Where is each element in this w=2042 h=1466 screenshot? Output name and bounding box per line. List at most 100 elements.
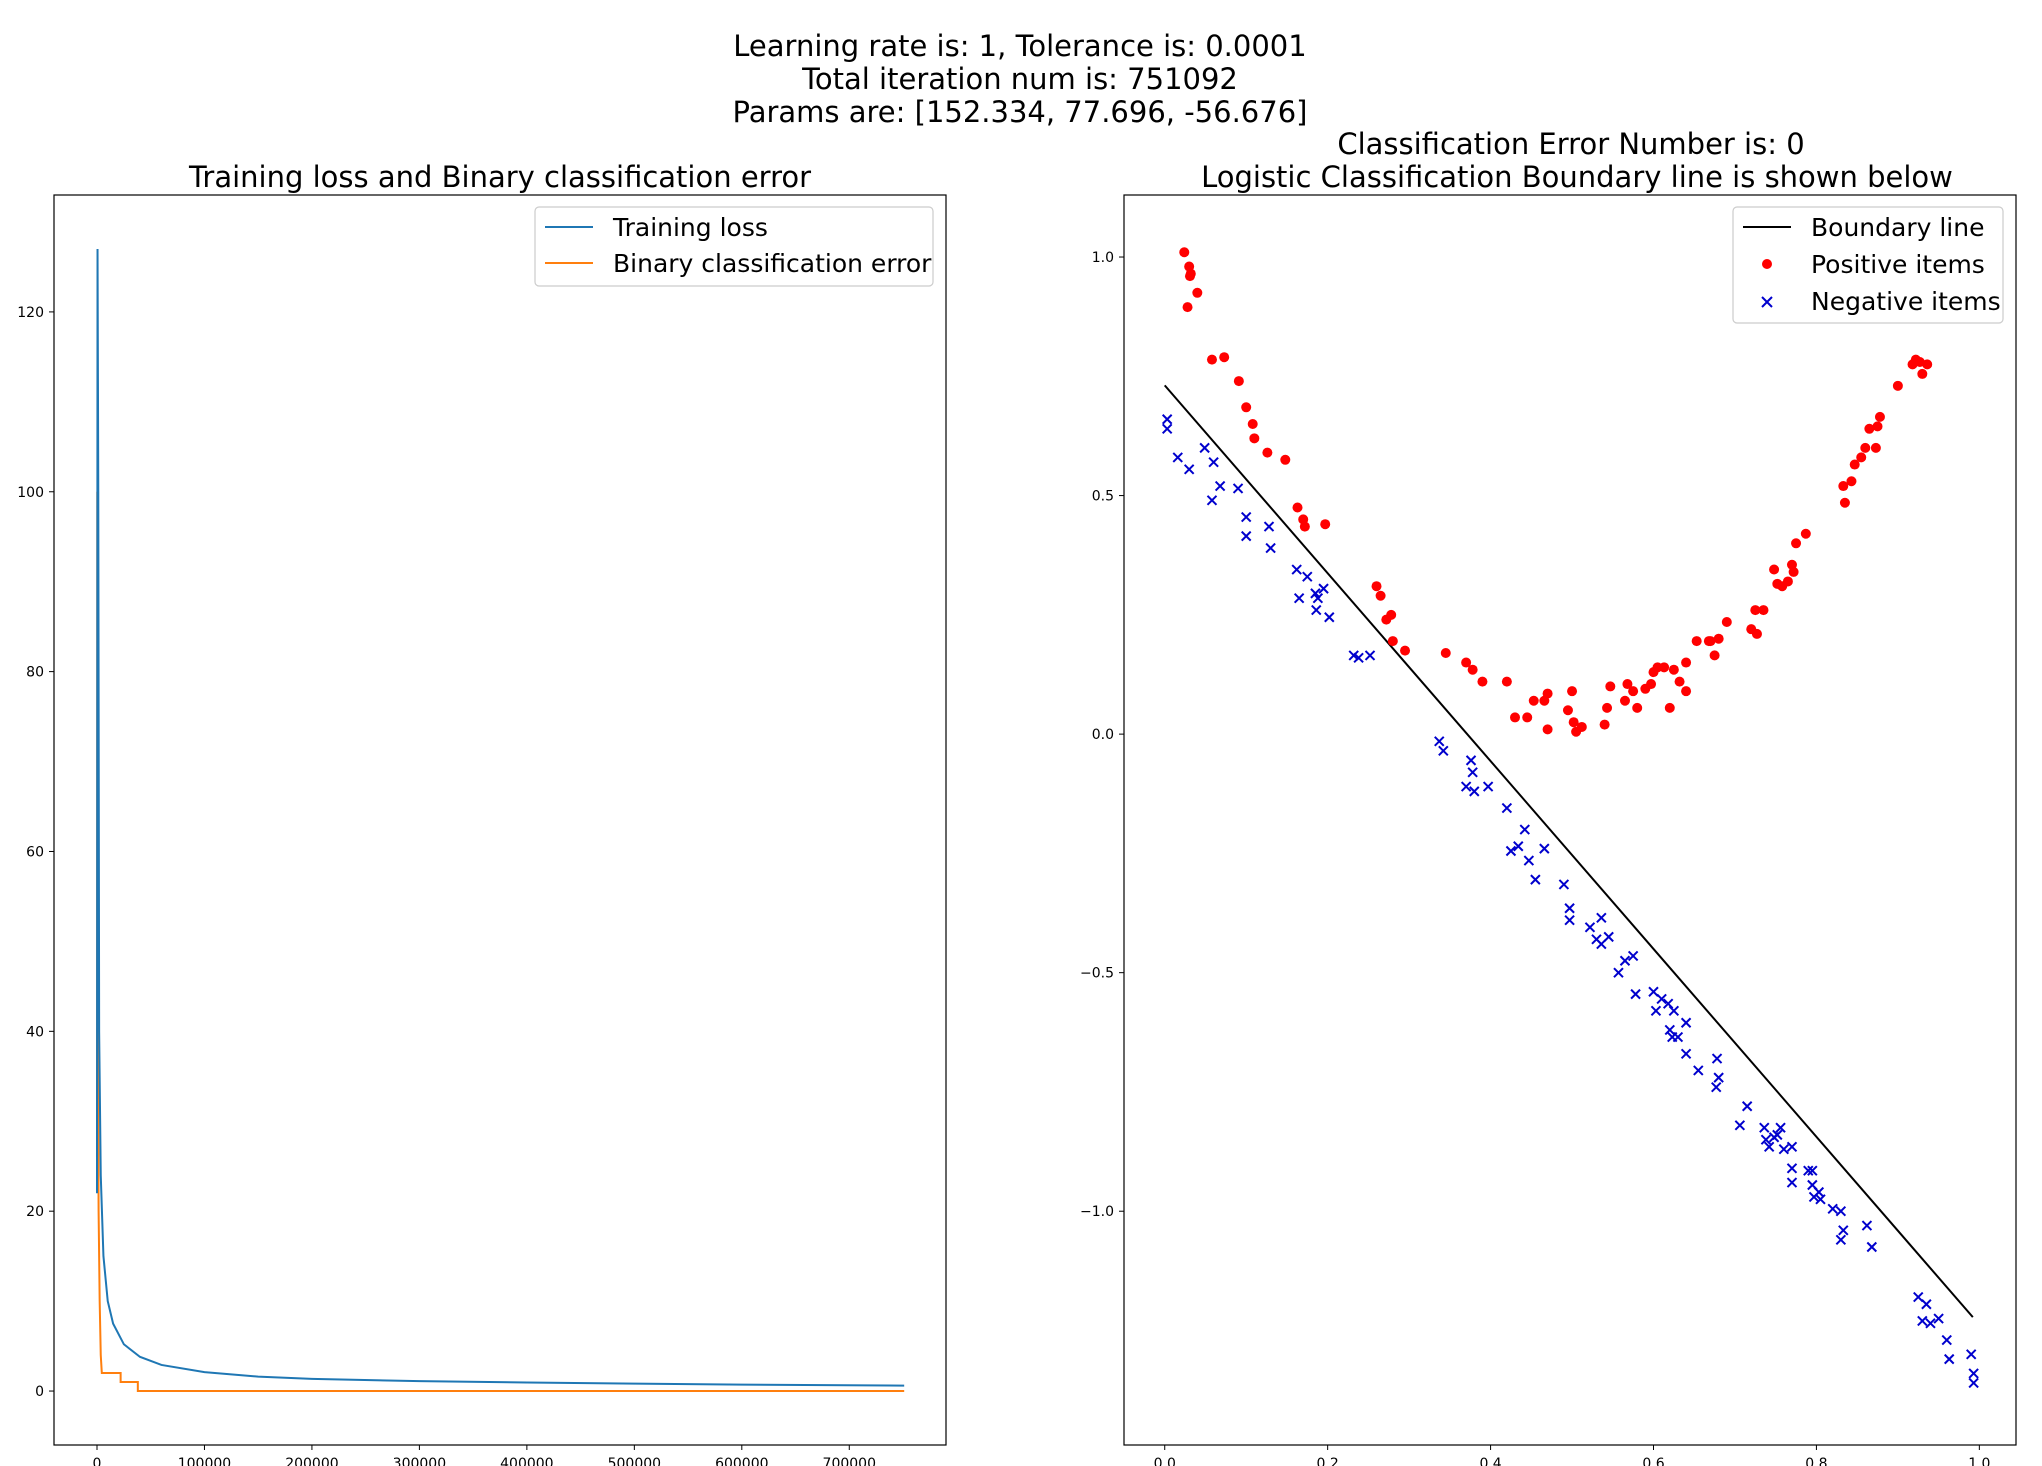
- negative-point: [1465, 755, 1477, 766]
- suptitle-line-3: Params are: [152.334, 77.696, -56.676]: [733, 95, 1308, 129]
- negative-point: [1460, 781, 1472, 792]
- training-loss-line: [95, 248, 905, 1387]
- negative-point: [1469, 786, 1480, 797]
- negative-point: [1668, 1005, 1680, 1017]
- negative-point: [1523, 855, 1535, 866]
- positive-point: [1758, 605, 1769, 616]
- negative-point: [1775, 1122, 1786, 1133]
- positive-point: [1400, 645, 1411, 656]
- positive-point: [1782, 576, 1793, 587]
- positive-point: [1849, 459, 1860, 470]
- negative-point: [1648, 986, 1659, 997]
- positive-point: [1622, 679, 1633, 690]
- boundary-chart-x-tick-label: 0.0: [1154, 1456, 1176, 1466]
- negative-point: [1815, 1194, 1826, 1205]
- positive-point: [1750, 605, 1761, 616]
- loss-chart-legend: Training loss Binary classification erro…: [534, 206, 934, 287]
- boundary-chart-x-tick-label: 0.6: [1642, 1456, 1664, 1466]
- boundary-chart-x-tick-label: 0.2: [1317, 1456, 1339, 1466]
- positive-point: [1681, 657, 1692, 668]
- legend-label-binary-error: Binary classification error: [613, 249, 932, 278]
- positive-point: [1299, 521, 1310, 532]
- positive-point: [1249, 433, 1260, 444]
- negative-point: [1539, 843, 1550, 854]
- positive-point: [1219, 352, 1230, 363]
- negative-point: [1482, 781, 1494, 792]
- loss-chart-y-tick-label: 60: [26, 844, 44, 860]
- loss-chart-y-tick-label: 0: [35, 1384, 44, 1400]
- positive-point: [1599, 719, 1610, 730]
- positive-point: [1838, 481, 1849, 492]
- positive-point: [1619, 695, 1630, 706]
- suptitle-line-1: Learning rate is: 1, Tolerance is: 0.000…: [733, 29, 1306, 63]
- boundary-chart-legend-box: [1732, 206, 2004, 324]
- loss-chart-x-tick-label: 100000: [178, 1456, 231, 1466]
- positive-point: [1562, 705, 1573, 716]
- positive-point: [1892, 380, 1903, 391]
- positive-point: [1872, 421, 1883, 432]
- negative-point: [1291, 564, 1302, 575]
- positive-point: [1233, 376, 1244, 387]
- boundary-chart-plot-area: [1123, 194, 2017, 1446]
- positive-point: [1192, 287, 1203, 298]
- loss-chart-x-tick-label: 200000: [285, 1456, 338, 1466]
- negative-point: [1711, 1081, 1722, 1093]
- negative-point: [1786, 1163, 1798, 1174]
- negative-point: [1584, 922, 1596, 933]
- legend-label-boundary-line: Boundary line: [1811, 213, 1984, 242]
- negative-point: [1772, 1129, 1783, 1141]
- negative-point: [1693, 1065, 1704, 1076]
- positive-point: [1659, 662, 1670, 673]
- positive-point: [1528, 695, 1539, 706]
- negative-point: [1505, 845, 1517, 857]
- negative-point: [1778, 1143, 1790, 1155]
- positive-point: [1856, 452, 1867, 463]
- boundary-chart-x-tick-label: 0.8: [1805, 1456, 1827, 1466]
- negative-point: [1917, 1315, 1928, 1327]
- positive-point: [1922, 359, 1933, 370]
- negative-point: [1501, 802, 1513, 814]
- negative-point: [1760, 1134, 1772, 1145]
- positive-point: [1280, 454, 1291, 465]
- negative-point: [1324, 612, 1335, 623]
- loss-chart-x-tick-label: 0: [93, 1456, 102, 1466]
- positive-point: [1542, 724, 1553, 735]
- negative-point: [1530, 874, 1541, 885]
- loss-chart-x-tick-label: 700000: [823, 1456, 876, 1466]
- negative-point: [1206, 495, 1218, 506]
- negative-point: [1364, 650, 1376, 661]
- positive-point: [1602, 702, 1613, 713]
- negative-point: [1263, 521, 1275, 532]
- loss-chart: Training loss and Binary classification …: [17, 160, 947, 1466]
- negative-point: [1564, 914, 1575, 926]
- negative-point: [1265, 542, 1276, 554]
- loss-chart-series: [95, 248, 905, 1393]
- boundary-chart: Classification Error Number is: 0 Logist…: [1080, 127, 2017, 1466]
- positive-point: [1800, 528, 1811, 539]
- negative-point: [1943, 1353, 1955, 1365]
- negative-point: [1183, 464, 1195, 475]
- negative-point: [1318, 583, 1329, 594]
- negative-point: [1656, 993, 1667, 1005]
- loss-chart-y-tick-label: 80: [26, 665, 44, 681]
- boundary-chart-title-line-2: Logistic Classification Boundary line is…: [1201, 160, 1953, 194]
- negative-point: [1759, 1122, 1770, 1133]
- positive-point: [1646, 679, 1657, 690]
- negative-point: [1866, 1241, 1878, 1253]
- loss-chart-x-axis: 0 100000 200000 300000 400000 500000 600000 700…: [93, 1445, 876, 1466]
- boundary-line: [1163, 384, 1974, 1318]
- negative-point: [1913, 1291, 1924, 1303]
- negative-point: [1734, 1120, 1746, 1131]
- negative-point: [1596, 912, 1607, 924]
- positive-point: [1477, 676, 1488, 687]
- positive-point: [1721, 617, 1732, 627]
- negative-point: [1763, 1141, 1775, 1153]
- negative-point: [1711, 1053, 1723, 1064]
- negative-point: [1161, 423, 1173, 434]
- negative-point: [1613, 967, 1624, 978]
- positive-point: [1467, 664, 1478, 675]
- negative-point: [1968, 1377, 1979, 1389]
- positive-point: [1691, 636, 1702, 647]
- positive-point: [1371, 581, 1382, 592]
